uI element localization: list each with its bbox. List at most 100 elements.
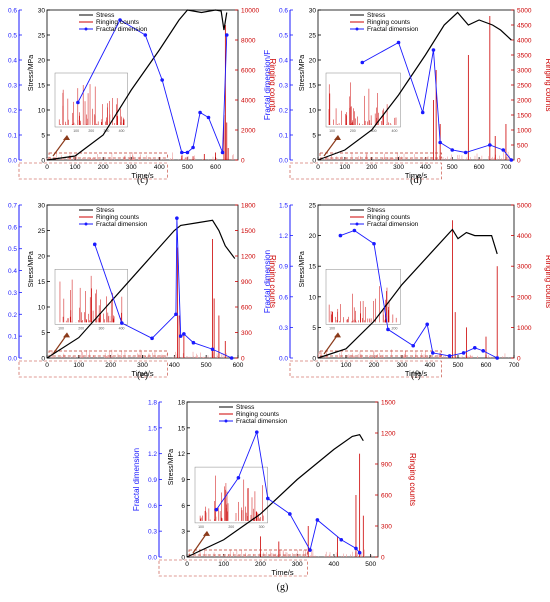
fractal-point [501, 148, 506, 152]
fractal-point [450, 148, 455, 152]
ringing-tick-label: 300 [241, 330, 252, 337]
ringing-tick-label: 0 [241, 356, 245, 363]
fractal-tick-label: 0.0 [8, 356, 17, 363]
inset-tick-label: 100 [329, 326, 335, 330]
panel-label: (g) [277, 582, 289, 593]
fractal-point [481, 349, 486, 353]
inset-tick-label: 300 [259, 525, 265, 529]
fractal-point [386, 327, 390, 332]
x-tick-label: 100 [70, 164, 81, 171]
ringing-axis-label: Ringing counts [268, 255, 277, 308]
legend-label: Stress [367, 12, 386, 19]
fractal-point [236, 475, 241, 480]
legend-label: Fractal dimension [367, 221, 419, 228]
fractal-tick-label: 0.3 [279, 83, 288, 90]
fractal-point [420, 110, 425, 115]
fractal-tick-label: 0.1 [279, 133, 288, 140]
fractal-point [206, 115, 211, 120]
fractal-tick-label: 0.3 [148, 529, 157, 536]
stress-tick-label: 18 [178, 400, 186, 407]
legend-label: Stress [96, 12, 115, 19]
fractal-point [360, 60, 365, 65]
stress-line [317, 228, 498, 359]
legend-marker [84, 27, 88, 31]
stress-tick-label: 5 [41, 330, 45, 337]
legend-label: Fractal dimension [96, 26, 148, 33]
inset-region-box [319, 152, 442, 159]
stress-tick-label: 10 [309, 108, 317, 115]
fractal-point [254, 430, 259, 434]
stress-line [186, 434, 364, 558]
inset-region-box-outer [289, 162, 442, 180]
fractal-tick-label: 0.2 [8, 312, 17, 319]
stress-tick-label: 20 [38, 254, 46, 261]
x-tick-label: 0 [316, 362, 320, 369]
legend-marker [355, 27, 359, 31]
fractal-tick-label: 0.3 [8, 290, 17, 297]
fractal-tick-label: 0.4 [8, 58, 17, 65]
x-tick-label: 200 [98, 164, 109, 171]
inset-arrow [323, 136, 339, 157]
fractal-line [362, 41, 512, 161]
fractal-point [315, 518, 320, 522]
x-axis-label: Time/s [271, 568, 293, 577]
inset-tick-label: 400 [392, 129, 398, 133]
stress-tick-label: 10 [38, 305, 46, 312]
fractal-point [92, 242, 97, 247]
fractal-axis-label: Fractal dimension [0, 53, 1, 116]
fractal-point [488, 143, 492, 147]
fractal-point [160, 78, 164, 82]
ringing-tick-label: 900 [241, 279, 252, 286]
ringing-tick-label: 0 [517, 158, 521, 165]
x-tick-label: 600 [210, 164, 221, 171]
legend-label: Ringing counts [367, 19, 411, 26]
inset-region-box-outer [289, 360, 442, 378]
ringing-tick-label: 3000 [517, 68, 532, 75]
inset-tick-label: 200 [78, 326, 84, 330]
inset-tick-label: 400 [119, 326, 125, 330]
fractal-point [509, 158, 514, 162]
ringing-tick-label: 1500 [381, 400, 396, 407]
ringing-tick-label: 2000 [241, 128, 256, 135]
ringing-tick-label: 2500 [517, 83, 532, 90]
ringing-tick-label: 0 [241, 158, 245, 165]
x-tick-label: 300 [126, 164, 137, 171]
legend-label: Stress [236, 404, 255, 411]
fractal-point [308, 548, 312, 552]
fractal-point [461, 351, 466, 355]
fractal-point [357, 550, 362, 555]
x-tick-label: 200 [369, 362, 380, 369]
fractal-point [118, 18, 122, 22]
legend-label: Ringing counts [367, 214, 411, 221]
ringing-tick-label: 1200 [241, 254, 256, 261]
stress-axis-label: Stress/MPa [168, 449, 175, 485]
x-tick-label: 0 [45, 164, 49, 171]
ringing-tick-label: 1500 [517, 113, 532, 120]
inset-tick-label: 200 [228, 525, 234, 529]
stress-tick-label: 20 [309, 233, 317, 240]
x-axis-label: Time/s [131, 171, 153, 180]
stress-axis-label: Stress/MPa [299, 251, 306, 287]
stress-tick-label: 0 [41, 356, 45, 363]
stress-tick-label: 30 [38, 8, 46, 15]
inset-region-box [188, 549, 308, 556]
fractal-line [94, 218, 232, 359]
fractal-tick-label: 0.2 [8, 108, 17, 115]
ringing-axis-label: Ringing counts [544, 59, 550, 112]
stress-tick-label: 20 [38, 58, 46, 65]
fractal-point [198, 110, 202, 115]
panel-label: (e) [137, 370, 148, 381]
legend-label: Stress [96, 207, 115, 214]
x-tick-label: 600 [474, 164, 485, 171]
stress-tick-label: 15 [178, 425, 186, 432]
stress-tick-label: 3 [181, 529, 185, 536]
inset-arrow-head [334, 135, 341, 140]
fractal-axis-label: Fractal dimension [132, 448, 141, 511]
ringing-tick-label: 10000 [241, 8, 259, 15]
stress-tick-label: 5 [312, 325, 316, 332]
inset-arrow-head [334, 332, 341, 338]
fractal-tick-label: 0.9 [148, 477, 157, 484]
fractal-tick-label: 0.6 [8, 224, 17, 231]
fractal-tick-label: 1.5 [148, 425, 157, 432]
inset-plot [54, 72, 128, 128]
